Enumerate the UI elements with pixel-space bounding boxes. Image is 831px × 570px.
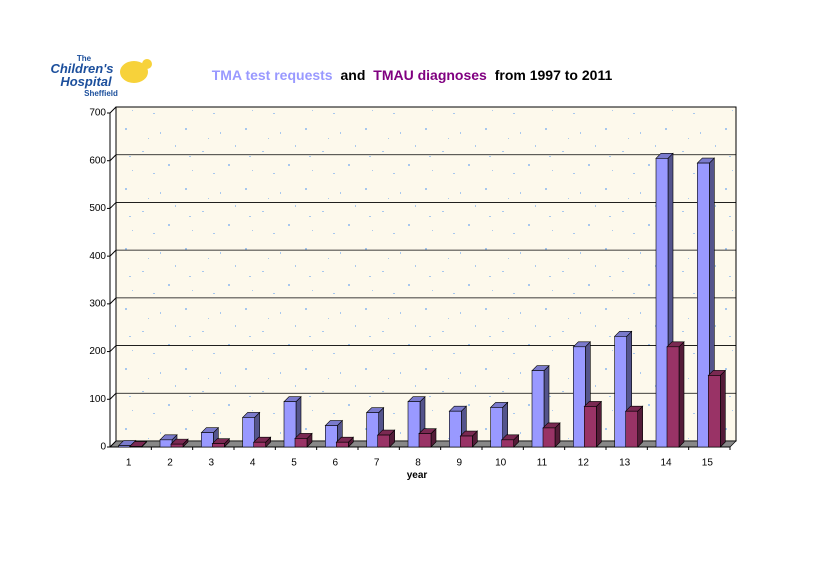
bar-side <box>679 342 684 447</box>
y-tick-depth <box>110 346 116 352</box>
x-tick-label: 2 <box>167 458 173 469</box>
bar <box>502 440 514 447</box>
bar <box>708 375 720 447</box>
bar <box>336 442 348 447</box>
x-tick-label: 9 <box>457 458 463 469</box>
x-tick-label: 8 <box>415 458 421 469</box>
bar-side <box>720 370 725 447</box>
y-tick-label: 0 <box>100 442 106 453</box>
bar <box>243 417 255 447</box>
y-tick-label: 300 <box>89 298 106 309</box>
bar <box>378 435 390 447</box>
x-tick-label: 4 <box>250 458 256 469</box>
y-tick-label: 600 <box>89 155 106 166</box>
bar <box>449 411 461 447</box>
x-tick-label: 6 <box>333 458 339 469</box>
x-tick-label: 7 <box>374 458 380 469</box>
y-tick-label: 700 <box>89 108 106 119</box>
bar <box>584 406 596 447</box>
bar <box>160 440 172 447</box>
logo: The Children's Hospital Sheffield <box>50 54 152 98</box>
logo-text: Hospital <box>60 74 112 89</box>
x-tick-label: 14 <box>660 458 672 469</box>
y-tick-depth <box>110 298 116 304</box>
bar <box>295 438 307 447</box>
bar-side <box>638 406 643 447</box>
bar <box>460 436 472 447</box>
bar <box>201 433 213 447</box>
x-axis-label: year <box>407 470 428 481</box>
y-tick-label: 500 <box>89 203 106 214</box>
bar <box>119 446 131 447</box>
title-series: TMA test requests <box>212 67 333 83</box>
bar <box>697 163 709 447</box>
x-tick-label: 13 <box>619 458 631 469</box>
bar <box>543 428 555 447</box>
x-tick-label: 11 <box>537 458 548 469</box>
bar-side <box>596 401 601 447</box>
bar <box>325 426 337 447</box>
bar <box>284 402 296 447</box>
bar <box>419 434 431 447</box>
bar <box>171 444 183 447</box>
bar <box>626 411 638 447</box>
y-tick-depth <box>110 202 116 208</box>
y-tick-depth <box>110 250 116 256</box>
y-tick-depth <box>110 107 116 113</box>
x-tick-label: 3 <box>209 458 215 469</box>
y-tick-depth <box>110 393 116 399</box>
bar <box>367 413 379 447</box>
y-tick-depth <box>110 155 116 161</box>
title-series: TMAU diagnoses <box>373 67 487 83</box>
title-text: from 1997 to 2011 <box>495 67 613 83</box>
bar <box>573 347 585 447</box>
bar <box>532 371 544 447</box>
bar <box>667 347 679 447</box>
logo-ear <box>142 59 152 69</box>
x-tick-label: 12 <box>578 458 590 469</box>
bar <box>408 402 420 447</box>
y-tick-label: 100 <box>89 394 106 405</box>
bar <box>212 444 224 447</box>
bar <box>656 158 668 447</box>
x-tick-label: 5 <box>291 458 297 469</box>
bar <box>254 442 266 447</box>
y-tick-label: 200 <box>89 346 106 357</box>
plot-wall <box>116 107 736 441</box>
x-tick-label: 1 <box>126 458 132 469</box>
x-tick-label: 15 <box>702 458 714 469</box>
bar <box>491 407 503 447</box>
logo-text: Sheffield <box>84 89 118 98</box>
title-text: and <box>340 67 365 83</box>
bar <box>615 336 627 447</box>
x-tick-label: 10 <box>495 458 507 469</box>
chart-title: TMA test requests and TMAU diagnoses fro… <box>212 67 613 83</box>
y-tick-label: 400 <box>89 251 106 262</box>
